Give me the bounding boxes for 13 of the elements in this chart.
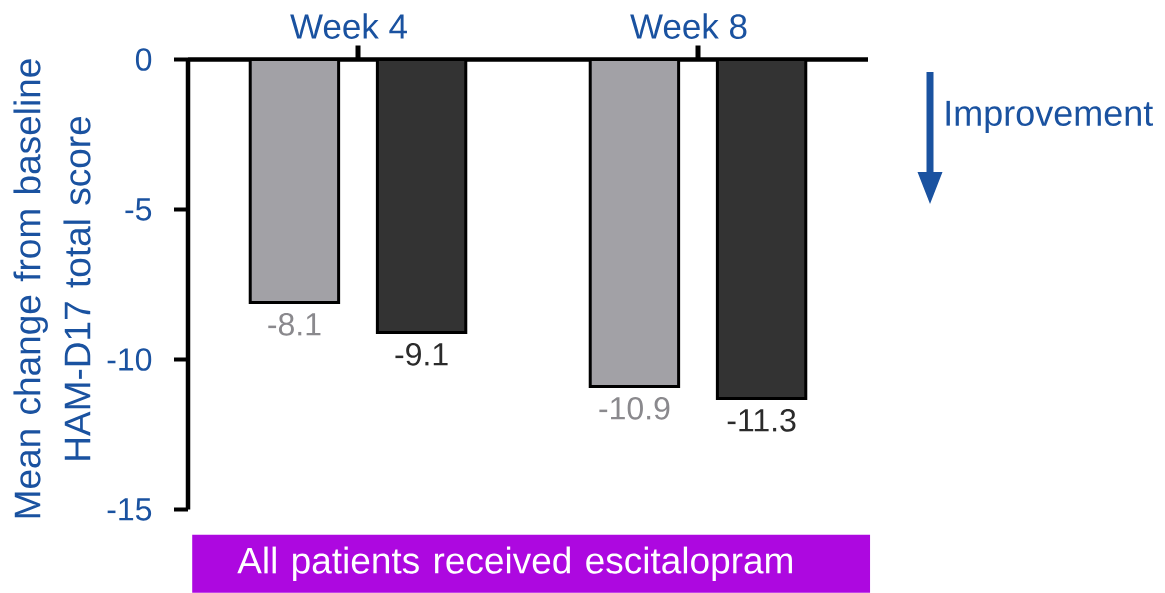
y-tick-label: -5 xyxy=(125,198,152,221)
x-tick-label: Week 8 xyxy=(630,13,747,39)
data-label: -8.1 xyxy=(268,313,321,336)
y-tick-label: -15 xyxy=(107,498,152,521)
data-label: -11.3 xyxy=(727,409,796,432)
data-label: -10.9 xyxy=(599,397,670,420)
y-tick-label: -10 xyxy=(107,348,152,371)
text: All patients received escitalopram xyxy=(237,546,792,582)
x-tick-label: Week 4 xyxy=(290,13,407,39)
data-label: -9.1 xyxy=(395,343,448,366)
y-tick-label: 0 xyxy=(135,48,152,71)
y-axis-title: Mean change from baseline HAM-D17 total score xyxy=(13,59,91,518)
text: Improvement xyxy=(946,100,1153,134)
